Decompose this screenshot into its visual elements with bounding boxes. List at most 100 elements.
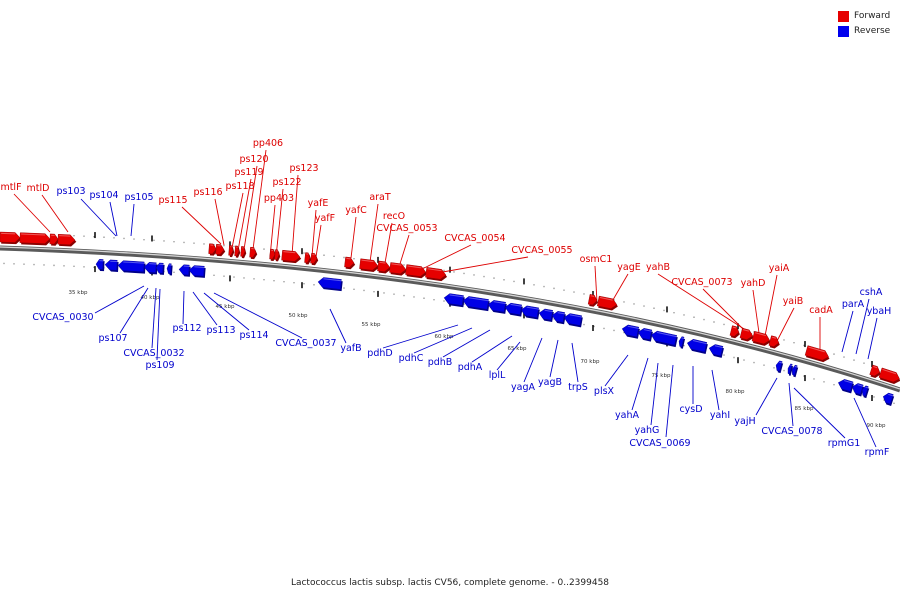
gene-label: ybaH <box>867 306 892 317</box>
gene-label: CVCAS_0078 <box>761 426 822 437</box>
gene-label: ps114 <box>239 330 268 341</box>
reverse-gene-arrow <box>520 305 540 320</box>
label-leader-line <box>94 285 145 314</box>
label-leader-line <box>571 342 579 383</box>
label-leader-line <box>311 209 317 257</box>
label-leader-line <box>236 178 252 257</box>
label-leader-line <box>775 307 795 344</box>
label-leader-line <box>130 203 135 237</box>
gene-label: CVCAS_0055 <box>511 245 572 256</box>
gene-label: yahA <box>615 410 639 421</box>
scale-tick-label: 50 kbp <box>289 313 308 319</box>
scale-tick-label: 60 kbp <box>435 334 454 340</box>
label-leader-line <box>230 192 244 254</box>
reverse-gene-arrow <box>117 260 146 274</box>
forward-gene-arrow <box>359 258 380 272</box>
reverse-gene-arrow <box>443 293 465 308</box>
label-leader-line <box>109 201 118 237</box>
reverse-gene-arrow <box>651 330 678 348</box>
forward-gene-arrow <box>768 335 780 349</box>
gene-label: yafF <box>315 213 335 224</box>
gene-label: yahB <box>646 262 670 273</box>
forward-gene-arrow <box>344 256 356 270</box>
scale-tick-label: 45 kbp <box>216 304 235 310</box>
reverse-gene-arrow <box>143 262 158 275</box>
label-leader-line <box>251 149 267 258</box>
reverse-gene-arrow <box>678 336 686 349</box>
forward-gene-arrow <box>281 249 302 264</box>
gene-label: recO <box>383 211 405 222</box>
forward-gene-arrow <box>729 325 740 339</box>
gene-label: pdhC <box>399 353 424 364</box>
label-leader-line <box>631 357 649 411</box>
gene-label: CVCAS_0069 <box>629 438 690 449</box>
gene-label: CVCAS_0053 <box>376 223 437 234</box>
reverse-gene-arrow <box>851 383 865 397</box>
reverse-gene-arrow <box>775 360 784 374</box>
forward-gene-arrow <box>304 252 312 265</box>
gene-label: parA <box>842 299 865 310</box>
forward-gene-arrow <box>234 245 241 258</box>
gene-label: yaiB <box>783 296 804 307</box>
label-leader-line <box>315 224 322 258</box>
gene-label: rpmF <box>865 447 890 458</box>
label-leader-line <box>13 193 51 233</box>
gene-label: pdhD <box>367 348 392 359</box>
reverse-gene-arrow <box>317 277 343 292</box>
gene-label: yafC <box>345 205 367 216</box>
gene-label: pp406 <box>253 138 283 149</box>
label-leader-line <box>841 310 854 353</box>
forward-gene-arrow <box>751 331 771 346</box>
label-leader-line <box>471 335 513 363</box>
gene-label: plsX <box>594 386 615 397</box>
gene-label: CVCAS_0032 <box>123 348 184 359</box>
reverse-gene-arrow <box>551 311 566 325</box>
gene-label: CVCAS_0073 <box>671 277 732 288</box>
label-leader-line <box>413 327 473 354</box>
reverse-gene-arrow <box>787 363 794 376</box>
forward-gene-arrow <box>869 364 881 378</box>
label-leader-line <box>442 329 491 358</box>
label-leader-line <box>382 324 459 349</box>
scale-tick-label: 40 kbp <box>141 295 160 301</box>
gene-label: CVCAS_0037 <box>275 338 336 349</box>
label-leader-line <box>350 216 357 259</box>
scale-tick-label: 70 kbp <box>581 359 600 365</box>
gene-label: yahD <box>741 278 766 289</box>
backbone-line <box>0 245 900 393</box>
forward-gene-arrow <box>49 233 60 246</box>
gene-label: ps116 <box>193 187 222 198</box>
forward-gene-arrow <box>215 244 226 257</box>
gene-label: araT <box>369 192 391 203</box>
gene-label: cshA <box>860 287 883 298</box>
reverse-gene-arrow <box>166 263 173 276</box>
forward-gene-arrow <box>878 367 900 384</box>
gene-label: osmC1 <box>580 254 613 265</box>
reverse-gene-arrow <box>838 379 855 394</box>
gene-label: ps105 <box>124 192 153 203</box>
forward-gene-arrow <box>405 264 428 279</box>
scale-tick-label: 55 kbp <box>362 322 381 328</box>
label-leader-line <box>203 292 250 331</box>
gene-label: yajH <box>734 416 755 427</box>
gene-label: pdhB <box>428 357 453 368</box>
label-leader-line <box>764 274 778 337</box>
label-leader-line <box>269 204 276 258</box>
reverse-gene-arrow <box>861 385 870 399</box>
gene-label: ps122 <box>272 177 301 188</box>
scale-tick-label: 35 kbp <box>69 290 88 296</box>
forward-gene-arrow <box>310 252 319 266</box>
scale-tick-label: 75 kbp <box>652 373 671 379</box>
label-leader-line <box>398 234 410 268</box>
label-leader-line <box>151 287 157 349</box>
label-leader-line <box>436 256 529 274</box>
scale-tick-label: 65 kbp <box>508 346 527 352</box>
label-leader-line <box>496 341 521 371</box>
reverse-gene-arrow <box>95 259 105 272</box>
forward-gene-arrow <box>249 246 258 260</box>
reverse-gene-arrow <box>686 339 708 355</box>
forward-swatch <box>838 10 849 22</box>
label-leader-line <box>384 222 393 264</box>
